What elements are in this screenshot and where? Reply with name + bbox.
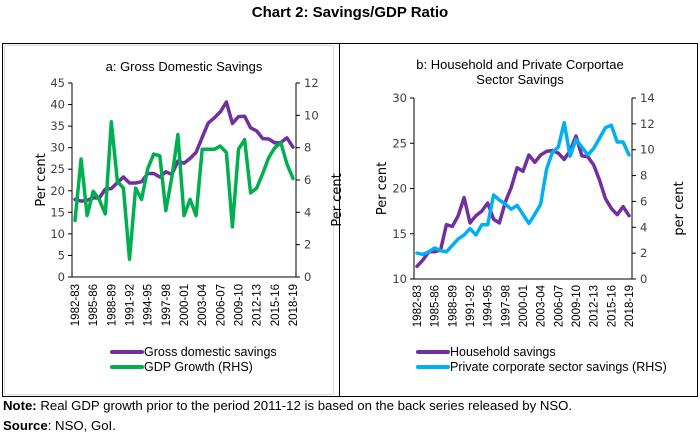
chart-b-y-tick-label-right: 8 — [640, 169, 647, 183]
chart-a-series-primary-line — [73, 100, 295, 203]
chart-a-x-tick-label: 2009-10 — [234, 284, 246, 326]
panel-a-border — [4, 45, 334, 395]
chart-a-y-tick-label-right: 8 — [304, 141, 311, 155]
chart-b-series-primary-line — [415, 134, 631, 269]
chart-main-title: Chart 2: Savings/GDP Ratio — [251, 4, 449, 21]
chart-a-x-tick-label: 1988-89 — [106, 284, 118, 326]
chart-a-y-tick-label-left: 25 — [50, 162, 65, 176]
chart-a-series-secondary-line — [73, 120, 295, 261]
chart-a-x-tick-label: 2018-19 — [288, 284, 300, 326]
chart-b-x-tick-label: 1988-89 — [447, 285, 459, 327]
chart-a-y-tick-label-left: 0 — [58, 270, 65, 284]
chart-a-x-tick-label: 1982-83 — [70, 284, 82, 326]
chart-b-y-tick-label-right: 0 — [640, 272, 647, 286]
chart-a-x-tick-label: 2015-16 — [270, 284, 282, 326]
charts-frame — [2, 43, 698, 397]
chart-a-y-tick-label-left: 35 — [50, 119, 65, 133]
chart-b-x-tick-label: 2003-04 — [536, 284, 548, 327]
chart-a-legend-label: GDP Growth (RHS) — [144, 360, 253, 374]
chart-b-y-tick-label-left: 30 — [392, 91, 407, 105]
chart-a-x-tick-label: 2006-07 — [215, 284, 227, 326]
note-label: Note: — [3, 398, 37, 413]
source: Source: NSO, GoI. — [3, 418, 116, 433]
chart-a-y-tick-label-right: 6 — [304, 173, 311, 187]
chart-b-y-tick-label-right: 6 — [640, 194, 647, 208]
chart-b-title-line: Sector Savings — [476, 72, 564, 87]
chart-a-y-tick-label-left: 30 — [50, 141, 65, 155]
chart-b-x-tick-label: 2012-13 — [589, 285, 601, 327]
chart-a-y-tick-label-left: 20 — [50, 184, 65, 198]
chart-a-x-tick-label: 1994-95 — [143, 284, 155, 326]
chart-a-y-axis-label-right: Per cent — [330, 173, 345, 226]
chart-a-y-tick-label-left: 10 — [50, 227, 65, 241]
chart-b-series-secondary-line — [415, 120, 631, 257]
chart-b-x-tick-label: 2000-01 — [518, 285, 530, 327]
chart-b-x-tick-label: 2009-10 — [571, 285, 583, 327]
chart-a-legend-label: Gross domestic savings — [144, 345, 277, 359]
chart-b-x-tick-label: 1991-92 — [465, 285, 477, 327]
chart-b-legend-label: Private corporate sector savings (RHS) — [450, 360, 667, 374]
chart-a-x-tick-label: 1991-92 — [125, 284, 137, 326]
chart-b-y-tick-label-left: 20 — [392, 182, 407, 196]
chart-b-x-tick-label: 1982-83 — [412, 285, 424, 327]
note: Note: Real GDP growth prior to the perio… — [3, 398, 572, 413]
chart-b-y-tick-label-right: 2 — [640, 246, 647, 260]
chart-b-x-tick-label: 2015-16 — [606, 285, 618, 327]
chart-b-x-tick-label: 1997-98 — [500, 285, 512, 327]
chart-a-x-tick-label: 1985-86 — [88, 284, 100, 326]
chart-a-y-tick-label-right: 12 — [304, 76, 319, 90]
chart-a-x-tick-label: 2012-13 — [252, 284, 264, 326]
chart-b-y-tick-label-left: 25 — [392, 136, 407, 150]
chart-a-y-tick-label-left: 40 — [50, 98, 65, 112]
chart-a-y-tick-label-right: 2 — [304, 238, 311, 252]
chart-a-y-tick-label-right: 0 — [304, 270, 311, 284]
source-label: Source — [3, 418, 48, 433]
chart-a-x-tick-label: 2003-04 — [197, 283, 209, 326]
chart-a-x-tick-label: 2000-01 — [179, 284, 191, 326]
chart-b-x-tick-label: 2006-07 — [553, 285, 565, 327]
chart-b-y-tick-label-left: 10 — [392, 272, 407, 286]
chart-a-y-axis-label-left: Per cent — [34, 153, 49, 206]
chart-a-y-tick-label-right: 4 — [304, 205, 311, 219]
chart-a-y-tick-label-left: 15 — [50, 205, 65, 219]
chart-b-legend-label: Household savings — [450, 345, 556, 359]
chart-b-x-tick-label: 1994-95 — [483, 285, 495, 327]
chart-b-x-tick-label: 2018-19 — [624, 285, 636, 327]
source-text: : NSO, GoI. — [47, 418, 116, 433]
chart-a-title: a: Gross Domestic Savings — [106, 59, 263, 74]
chart-b-y-tick-label-right: 10 — [640, 143, 655, 157]
chart-a-y-tick-label-left: 45 — [50, 76, 65, 90]
note-text: Real GDP growth prior to the period 2011… — [36, 398, 573, 413]
chart-b-y-tick-label-left: 15 — [392, 227, 407, 241]
chart-b-y-tick-label-right: 4 — [640, 220, 647, 234]
chart-b-y-axis-label-left: Per cent — [375, 162, 390, 215]
chart-b-title-line: b: Household and Private Corportae — [416, 57, 623, 72]
chart-a-y-tick-label-left: 5 — [58, 248, 65, 262]
chart-b-y-tick-label-right: 12 — [640, 117, 655, 131]
chart-b-y-tick-label-right: 14 — [640, 91, 655, 105]
chart-b-x-tick-label: 1985-86 — [430, 285, 442, 327]
chart-a-y-tick-label-right: 10 — [304, 108, 319, 122]
chart-b-y-axis-label-right: per cent — [672, 181, 687, 235]
panel-divider — [339, 44, 340, 396]
chart-a-x-tick-label: 1997-98 — [161, 284, 173, 326]
